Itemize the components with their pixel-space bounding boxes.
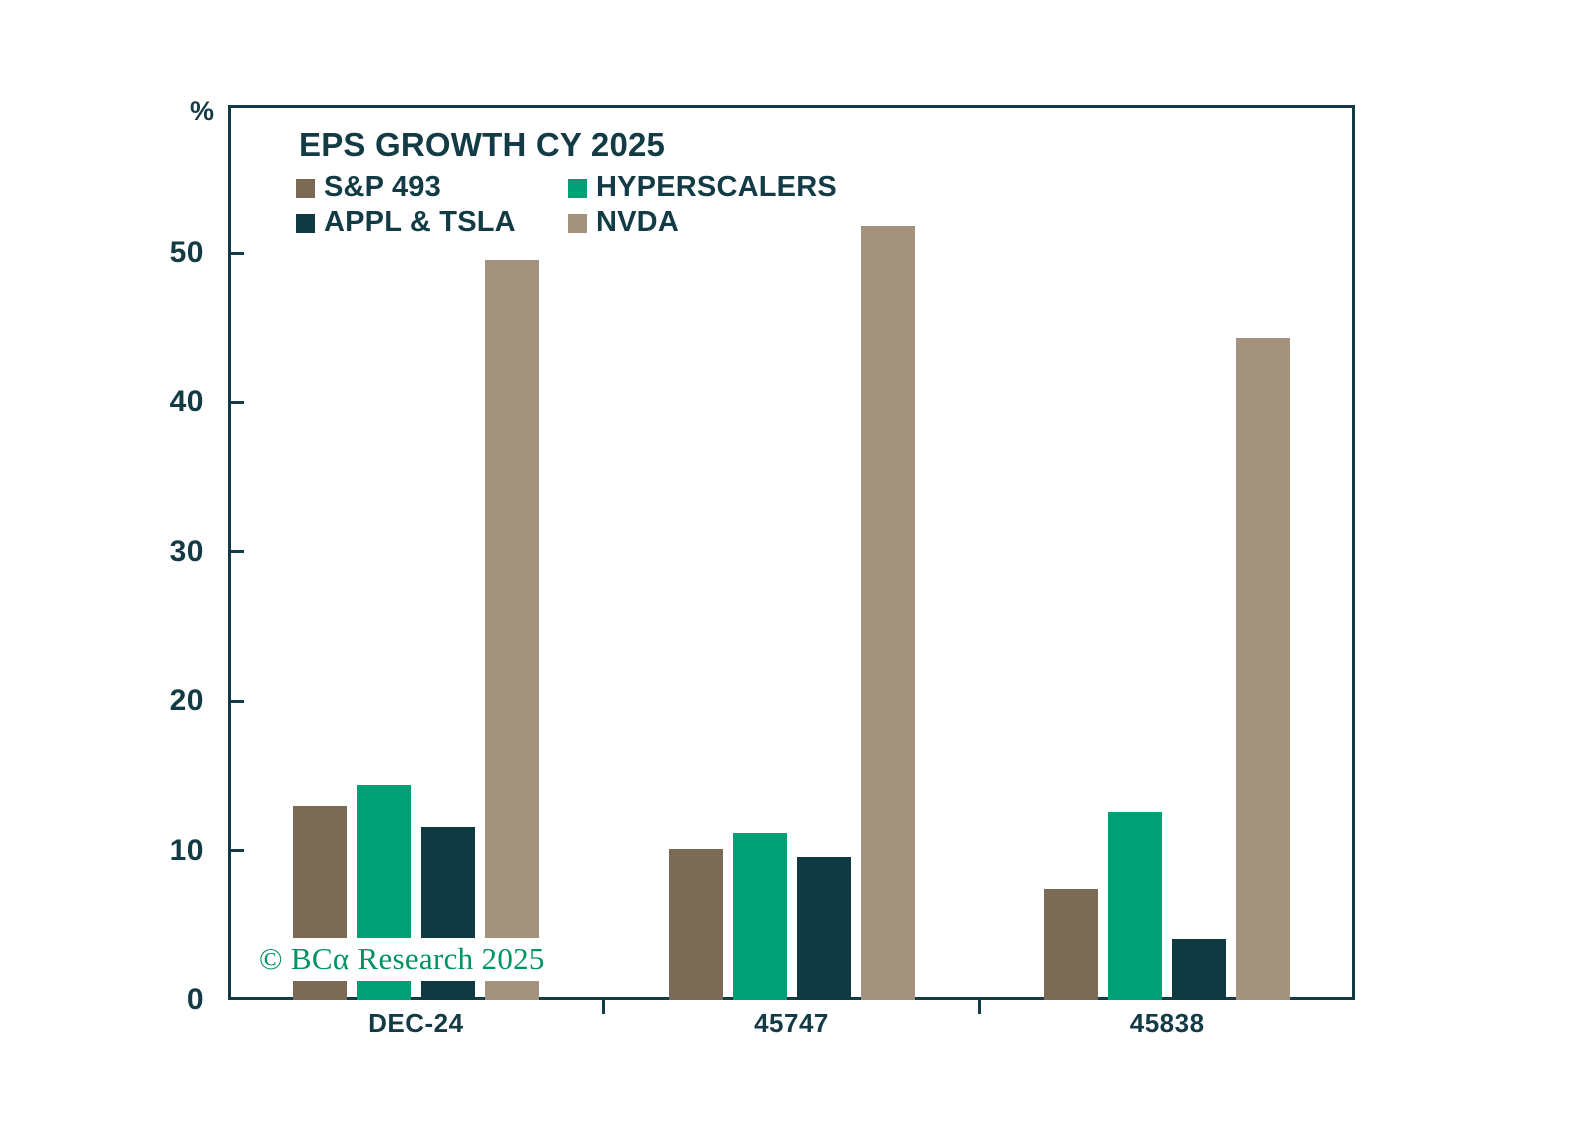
legend-row-2: APPL & TSLA NVDA [296, 207, 856, 242]
legend-item-hyperscalers: HYPERSCALERS [568, 172, 837, 202]
x-axis-label-45838: 45838 [1129, 1008, 1205, 1038]
bar-sp493-45747 [668, 849, 723, 1000]
legend-item-sp493: S&P 493 [296, 172, 568, 202]
bar-hyperscalers-45838 [1108, 811, 1163, 1000]
y-axis-tick-label: 50 [169, 236, 204, 269]
y-axis-tick-label: 0 [186, 983, 204, 1016]
legend-label-hyperscalers: HYPERSCALERS [596, 171, 837, 203]
y-axis-unit-label: % [190, 96, 214, 126]
y-axis-tick [228, 400, 244, 404]
bar-nvda-45838 [1236, 338, 1291, 1000]
y-axis-tick [228, 550, 244, 554]
legend-swatch-nvda [568, 213, 587, 233]
legend-label-appl-tsla: APPL & TSLA [324, 206, 516, 238]
y-axis-tick [228, 849, 244, 853]
plot-area-frame [228, 105, 1355, 1000]
x-axis-label-dec-24: DEC-24 [368, 1008, 464, 1038]
y-axis-tick [228, 251, 244, 255]
bar-nvda-DEC-24 [484, 260, 539, 1000]
bar-nvda-45747 [860, 226, 915, 1000]
bca-research-watermark: © BCα Research 2025 [253, 938, 553, 981]
x-axis-tick [977, 1000, 981, 1014]
legend-label-nvda: NVDA [596, 206, 679, 238]
chart-title: EPS GROWTH CY 2025 [299, 126, 666, 163]
chart-legend: S&P 493 HYPERSCALERS APPL & TSLA NVDA [296, 172, 856, 242]
bar-sp493-45838 [1044, 889, 1099, 1000]
legend-row-1: S&P 493 HYPERSCALERS [296, 172, 856, 207]
watermark-text: BCα Research 2025 [290, 941, 545, 976]
y-axis-tick-label: 10 [169, 833, 204, 867]
x-axis-tick [602, 1000, 606, 1014]
legend-item-nvda: NVDA [568, 207, 679, 237]
copyright-icon: © [259, 941, 283, 976]
legend-swatch-sp493 [296, 178, 315, 198]
y-axis-tick [228, 699, 244, 703]
x-axis-label-45747: 45747 [754, 1008, 829, 1038]
legend-label-sp493: S&P 493 [324, 171, 441, 203]
y-axis-tick-label: 30 [169, 534, 204, 568]
bar-appl-tsla-45838 [1172, 938, 1227, 1000]
legend-swatch-appl-tsla [296, 213, 315, 233]
y-axis-tick-label: 20 [169, 684, 204, 718]
legend-item-appl-tsla: APPL & TSLA [296, 207, 568, 237]
y-axis-tick-label: 40 [169, 385, 204, 419]
legend-swatch-hyperscalers [568, 178, 587, 198]
bar-appl-tsla-45747 [796, 856, 851, 1000]
bar-hyperscalers-45747 [732, 832, 787, 1000]
